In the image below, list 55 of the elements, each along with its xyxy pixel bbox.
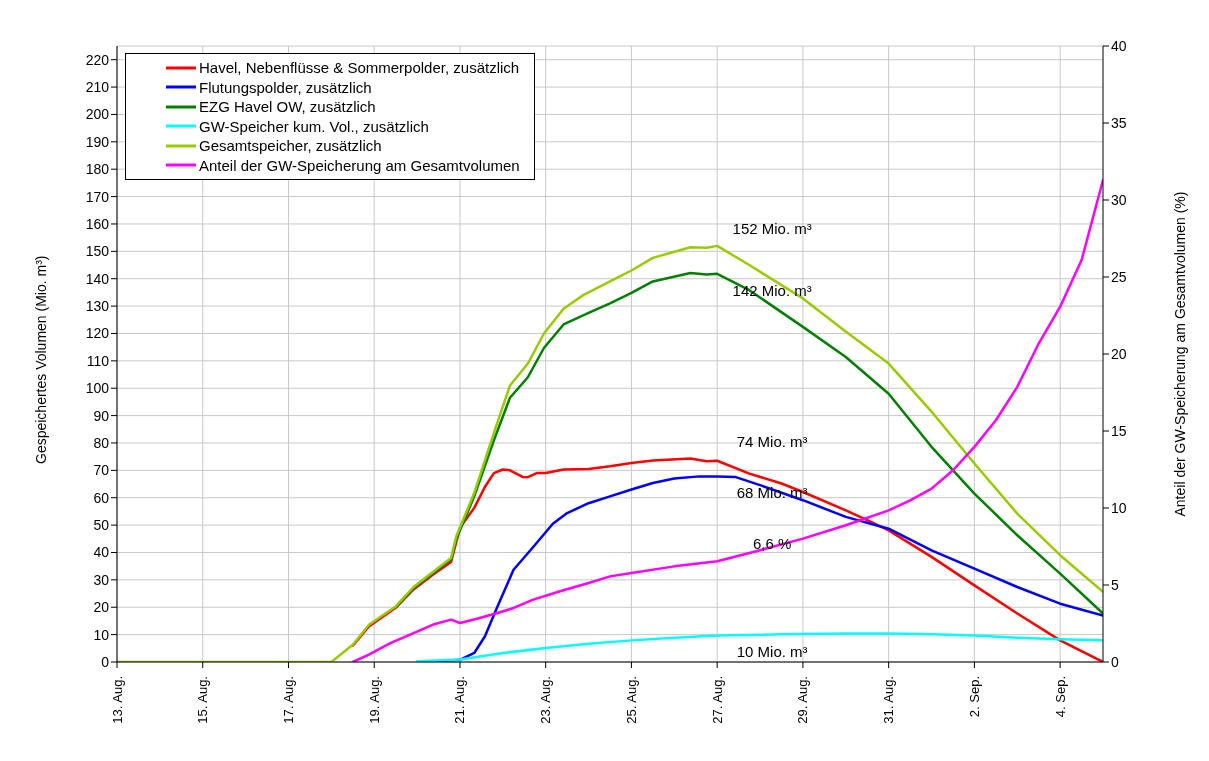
y-tick-label: 180 xyxy=(85,161,110,178)
y-tick-label: 210 xyxy=(85,79,110,96)
x-tick-label: 2. Sep. xyxy=(966,676,982,718)
y-tick-label: 110 xyxy=(86,352,110,369)
y-tick-label: 120 xyxy=(85,325,110,342)
legend-label: Flutungspolder, zusätzlich xyxy=(199,77,372,97)
x-tick-label: 15. Aug. xyxy=(195,676,211,724)
y-tick-label: 20 xyxy=(93,599,110,616)
y2-tick-label: 40 xyxy=(1111,37,1127,54)
legend-label: Havel, Nebenflüsse & Sommerpolder, zusätzlich xyxy=(199,58,520,78)
y-tick-label: 130 xyxy=(85,298,110,315)
annotation: 74 Mio. m³ xyxy=(736,433,808,451)
y-tick-label: 80 xyxy=(93,434,110,451)
y-tick-label: 70 xyxy=(93,462,110,479)
x-tick-label: 31. Aug. xyxy=(881,676,897,724)
y2-tick-label: 15 xyxy=(1111,422,1127,439)
y2-axis-title: Anteil der GW-Speicherung am Gesamtvolumen (%) xyxy=(1171,191,1188,517)
y-tick-label: 200 xyxy=(85,106,110,123)
x-tick-label: 17. Aug. xyxy=(280,676,296,724)
annotation: 10 Mio. m³ xyxy=(736,643,808,661)
y2-tick-label: 10 xyxy=(1111,499,1127,516)
y-tick-label: 0 xyxy=(101,653,110,670)
legend-label: Anteil der GW-Speicherung am Gesamtvolumen xyxy=(199,155,520,175)
y-tick-label: 100 xyxy=(85,380,110,397)
x-tick-label: 25. Aug. xyxy=(623,676,639,724)
y2-tick-label: 0 xyxy=(1111,653,1119,670)
y-tick-label: 90 xyxy=(93,407,110,424)
y-tick-label: 40 xyxy=(93,544,110,561)
y-tick-label: 160 xyxy=(85,215,110,232)
y-axis-title: Gespeichertes Volumen (Mio. m³) xyxy=(32,255,49,464)
y-tick-label: 10 xyxy=(93,626,110,643)
legend-label: EZG Havel OW, zusätzlich xyxy=(199,97,376,117)
legend-label: Gesamtspeicher, zusätzlich xyxy=(199,136,382,156)
y-tick-label: 60 xyxy=(93,489,110,506)
x-tick-label: 4. Sep. xyxy=(1052,676,1068,718)
y2-tick-label: 25 xyxy=(1111,268,1127,285)
y2-tick-label: 5 xyxy=(1111,576,1119,593)
y-tick-label: 50 xyxy=(93,517,110,534)
y-tick-label: 170 xyxy=(85,188,110,205)
x-tick-label: 29. Aug. xyxy=(795,676,811,724)
x-tick-label: 21. Aug. xyxy=(452,676,468,724)
y-tick-label: 140 xyxy=(85,270,110,287)
y-tick-label: 190 xyxy=(85,133,110,150)
x-tick-label: 23. Aug. xyxy=(538,676,554,724)
y2-tick-label: 35 xyxy=(1111,114,1127,131)
y-tick-label: 220 xyxy=(85,51,110,68)
x-tick-label: 19. Aug. xyxy=(366,676,382,724)
y2-tick-label: 30 xyxy=(1111,191,1127,208)
annotation: 152 Mio. m³ xyxy=(732,219,812,237)
y-tick-label: 150 xyxy=(85,243,110,260)
y-tick-label: 30 xyxy=(93,571,110,588)
x-tick-label: 27. Aug. xyxy=(709,676,725,724)
legend-label: GW-Speicher kum. Vol., zusätzlich xyxy=(199,116,429,136)
y2-tick-label: 20 xyxy=(1111,345,1127,362)
x-tick-label: 13. Aug. xyxy=(109,676,125,724)
